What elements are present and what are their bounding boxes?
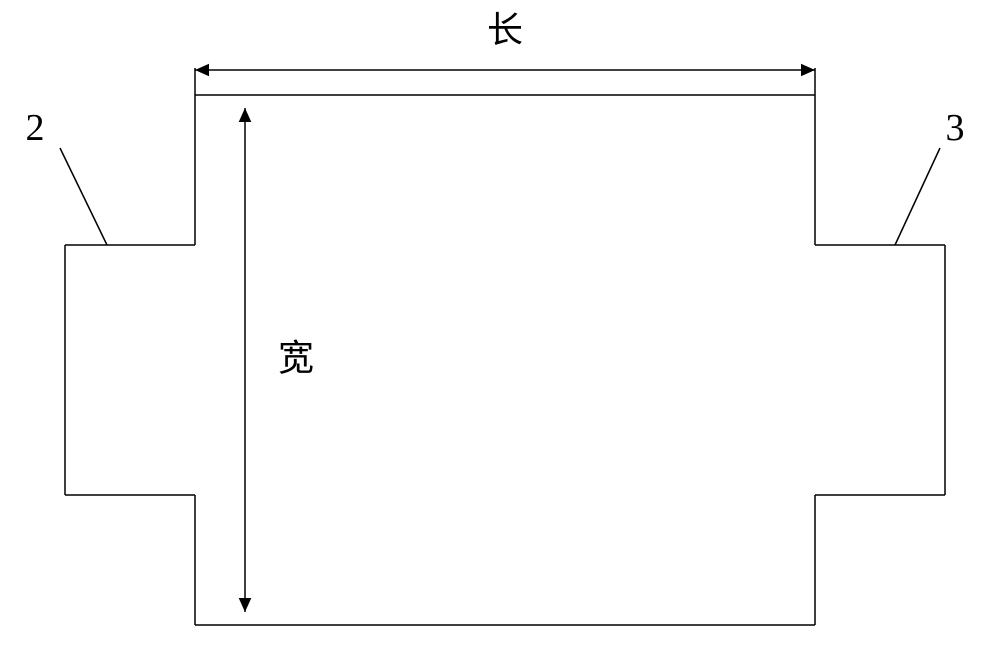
dim-width-label: 宽 xyxy=(278,338,314,378)
engineering-diagram: 长宽 2 3 xyxy=(0,0,1000,657)
dim-length-arrow-left xyxy=(195,64,209,77)
dim-width-arrow-top xyxy=(239,108,252,122)
callout-3-leader xyxy=(895,148,940,245)
callout-3-label: 3 xyxy=(946,107,965,149)
callout-2-label: 2 xyxy=(26,107,45,149)
dim-length-arrow-right xyxy=(801,64,815,77)
dim-length-label: 长 xyxy=(487,10,523,50)
dim-width-arrow-bottom xyxy=(239,598,252,612)
callout-2-leader xyxy=(60,148,107,245)
